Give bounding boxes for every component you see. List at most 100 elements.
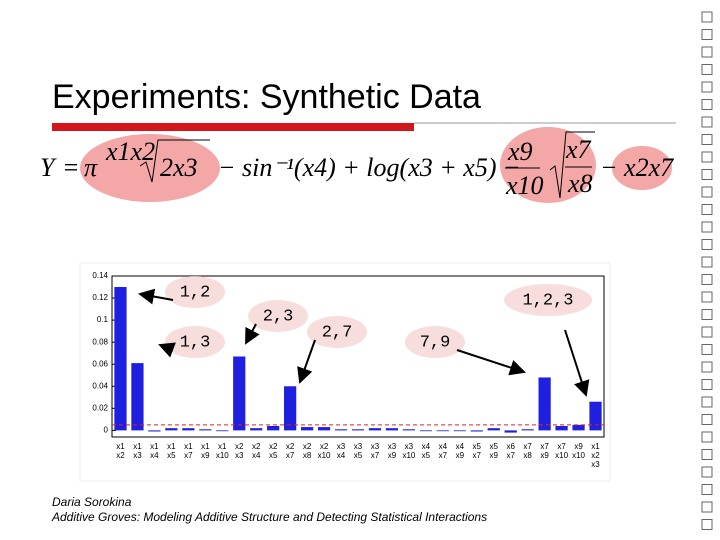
bar [385, 428, 399, 431]
bar [419, 430, 432, 432]
edge-square [701, 256, 713, 268]
x-tick-label: x2 [303, 442, 312, 451]
highlight [500, 127, 596, 203]
bar [521, 429, 534, 431]
edge-square [701, 169, 713, 180]
edge-square [701, 519, 713, 530]
x-tick-label: x7 [371, 451, 380, 460]
y-tick-label: 0 [104, 425, 109, 434]
callout-arrow [138, 288, 174, 305]
x-tick-label: x1 [116, 442, 125, 451]
edge-square [701, 344, 713, 355]
x-tick-label: x4 [439, 442, 448, 451]
bar [453, 430, 466, 432]
edge-square [701, 46, 713, 58]
bar [368, 428, 382, 431]
callout-arrow [297, 339, 316, 384]
edge-square [701, 186, 713, 198]
bar [555, 425, 568, 431]
callout [504, 284, 592, 316]
bar [351, 429, 365, 431]
x-tick-label: x2 [252, 442, 261, 451]
x-tick-label: x7 [506, 451, 515, 460]
formula: x9 [507, 137, 533, 166]
x-tick-label: x4 [337, 451, 346, 460]
callout [165, 326, 225, 358]
bar [487, 428, 500, 431]
callout [165, 276, 225, 308]
edge-square [701, 326, 713, 338]
x-tick-label: x8 [303, 451, 312, 460]
edge-square [701, 274, 713, 285]
x-tick-label: x6 [506, 442, 515, 451]
edge-square [701, 431, 713, 443]
formula: π [84, 153, 98, 182]
x-tick-label: x10 [572, 451, 585, 460]
formula: x1x2 [105, 137, 155, 166]
plot-area [111, 275, 605, 438]
formula: − sin⁻¹(x4) + log(x3 + x5) − [218, 153, 521, 182]
edge-square [701, 134, 713, 145]
bar [436, 430, 449, 432]
slide-title: Experiments: Synthetic Data [52, 78, 481, 116]
bar [572, 424, 585, 431]
formula: x8 [567, 169, 593, 198]
x-tick-label: x3 [405, 442, 414, 451]
chart: 00.020.040.060.080.10.120.14x1x2x1x3x1x4… [92, 271, 605, 469]
edge-square [701, 221, 713, 233]
callout-label: 2,3 [263, 307, 294, 326]
x-tick-label: x1 [201, 442, 210, 451]
x-tick-label: x9 [540, 451, 549, 460]
edge-square [701, 116, 713, 128]
bar [402, 429, 416, 431]
x-tick-label: x4 [422, 442, 431, 451]
x-tick-label: x4 [150, 451, 159, 460]
edge-square [701, 414, 713, 425]
x-tick-label: x1 [133, 442, 142, 451]
bar [334, 429, 348, 431]
x-tick-label: x7 [286, 451, 295, 460]
formula: x10 [505, 171, 544, 200]
edge-square [701, 379, 713, 390]
y-tick-label: 0.04 [92, 381, 108, 390]
formula: − x2x7 [600, 153, 674, 182]
callout-label: 1,3 [180, 333, 211, 352]
edge-square [701, 151, 713, 163]
bar [504, 430, 517, 433]
x-tick-label: x3 [133, 451, 142, 460]
callout-arrow [564, 329, 590, 397]
x-tick-label: x2 [286, 442, 295, 451]
x-tick-label: x3 [388, 442, 397, 451]
footer-author: Daria Sorokina [52, 495, 132, 509]
formula: = [62, 153, 80, 182]
y-tick-label: 0.02 [92, 403, 108, 412]
callout-arrow [456, 349, 526, 376]
x-tick-label: x10 [216, 451, 229, 460]
x-tick-label: x1 [218, 442, 227, 451]
callout-label: 2,7 [322, 323, 353, 342]
x-tick-label: x9 [388, 451, 397, 460]
bar [182, 428, 195, 431]
x-tick-label: x5 [167, 451, 176, 460]
x-tick-label: x9 [574, 442, 583, 451]
formula: x7 [565, 135, 592, 164]
x-tick-label: x3 [354, 442, 363, 451]
edge-square [701, 466, 713, 478]
bar [131, 363, 144, 431]
x-tick-label: x5 [473, 442, 482, 451]
edge-squares [701, 11, 713, 530]
x-tick-label: x7 [184, 451, 193, 460]
title-bar [52, 123, 414, 131]
bar [233, 356, 246, 431]
highlight [80, 134, 220, 202]
edge-square [701, 204, 713, 215]
x-tick-label: x3 [235, 451, 244, 460]
x-tick-label: x10 [402, 451, 415, 460]
y-tick-label: 0.12 [92, 293, 108, 302]
x-tick-label: x7 [557, 442, 566, 451]
edge-square [701, 29, 713, 40]
x-tick-label: x4 [252, 451, 261, 460]
x-tick-label: x1 [150, 442, 159, 451]
x-tick-label: x7 [540, 442, 549, 451]
